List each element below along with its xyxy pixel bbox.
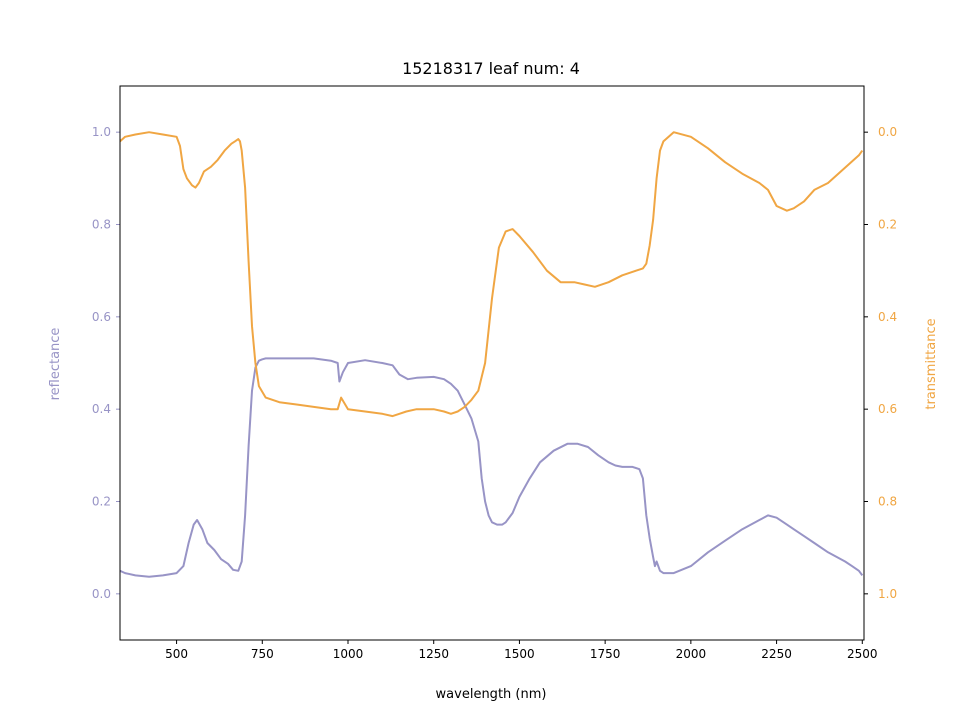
x-tick-label: 500 bbox=[165, 647, 188, 661]
y-right-tick-label: 0.0 bbox=[878, 125, 897, 139]
x-tick-label: 750 bbox=[251, 647, 274, 661]
y-axis-left-label: reflectance bbox=[48, 328, 63, 401]
x-tick-label: 2500 bbox=[847, 647, 878, 661]
y-left-tick-label: 0.4 bbox=[92, 402, 111, 416]
y-right-tick-label: 0.6 bbox=[878, 402, 897, 416]
y-right-tick-label: 0.4 bbox=[878, 310, 897, 324]
x-tick-label: 2000 bbox=[676, 647, 707, 661]
y-left-tick-label: 0.2 bbox=[92, 495, 111, 509]
y-right-tick-label: 1.0 bbox=[878, 587, 897, 601]
chart-title: 15218317 leaf num: 4 bbox=[402, 59, 580, 78]
x-tick-label: 1000 bbox=[333, 647, 364, 661]
y-right-tick-label: 0.2 bbox=[878, 218, 897, 232]
series-layer bbox=[120, 131, 864, 578]
x-tick-label: 1500 bbox=[504, 647, 535, 661]
plot-frame bbox=[119, 85, 865, 641]
y-left-tick-label: 0.0 bbox=[92, 587, 111, 601]
x-tick-label: 2250 bbox=[761, 647, 792, 661]
y-left-tick-label: 0.8 bbox=[92, 218, 111, 232]
x-axis-label: wavelength (nm) bbox=[436, 687, 547, 702]
y-left-tick-label: 0.6 bbox=[92, 310, 111, 324]
series-line-reflectance bbox=[120, 357, 864, 578]
series-line-transmittance bbox=[120, 131, 864, 418]
x-tick-label: 1250 bbox=[418, 647, 449, 661]
y-left-tick-label: 1.0 bbox=[92, 125, 111, 139]
x-tick-label: 1750 bbox=[590, 647, 621, 661]
y-axis-right-label: transmittance bbox=[924, 318, 939, 409]
ticks-layer: 500 750 1000 1250 1500 1750 2000 2250 2500 0.0 0.2… bbox=[92, 125, 897, 661]
y-right-tick-label: 0.8 bbox=[878, 495, 897, 509]
